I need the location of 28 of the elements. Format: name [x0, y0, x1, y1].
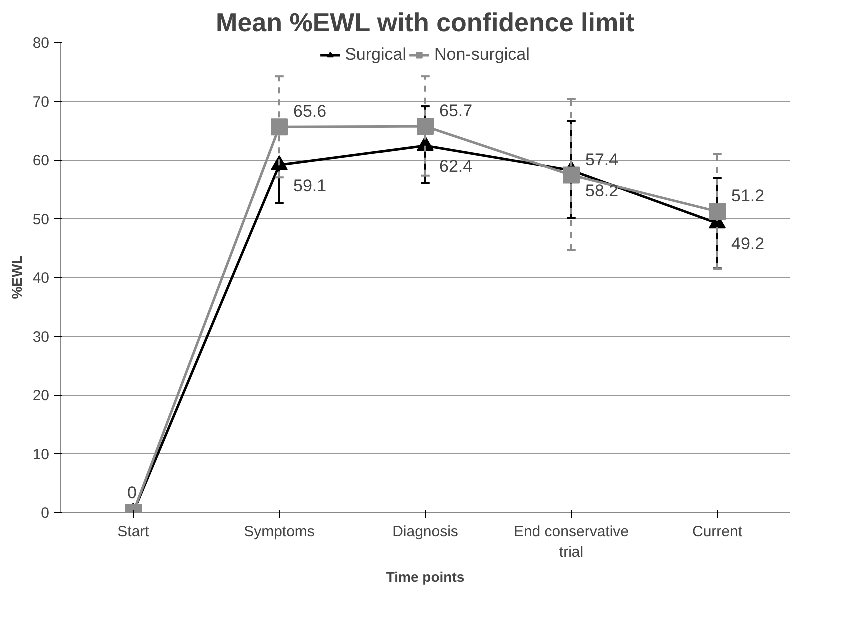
legend-label: Surgical — [345, 45, 406, 65]
y-tick-label: 0 — [41, 505, 50, 522]
x-axis-title: Time points — [386, 568, 465, 585]
data-label: 62.4 — [440, 156, 473, 176]
x-tick-label: Current — [692, 524, 744, 540]
y-tick-label: 80 — [32, 35, 50, 52]
y-tick-label: 50 — [32, 211, 50, 228]
y-tick-label: 60 — [32, 152, 50, 170]
x-tick-label: Symptoms — [244, 524, 315, 540]
chart-title: Mean %EWL with confidence limit — [216, 8, 635, 38]
data-label: 65.7 — [440, 102, 473, 121]
x-tick-label: Start — [118, 524, 150, 540]
data-label: 59.1 — [294, 176, 327, 196]
x-tick-label: Diagnosis — [392, 524, 458, 540]
y-tick-label: 40 — [32, 270, 50, 287]
y-tick-label: 30 — [32, 328, 50, 346]
data-label: 57.4 — [586, 150, 619, 170]
legend-label: Non-surgical — [434, 45, 530, 65]
y-tick-label: 70 — [32, 94, 50, 111]
data-label: 65.6 — [294, 102, 327, 122]
data-label: 0 — [128, 484, 137, 502]
data-label: 58.2 — [586, 182, 619, 201]
x-tick-label: End conservative trial — [514, 524, 630, 561]
data-label: 49.2 — [732, 234, 765, 254]
y-tick-label: 20 — [32, 388, 50, 404]
y-tick-label: 10 — [32, 446, 50, 464]
y-axis-title: %EWL — [8, 255, 25, 300]
data-label: 51.2 — [732, 186, 765, 206]
